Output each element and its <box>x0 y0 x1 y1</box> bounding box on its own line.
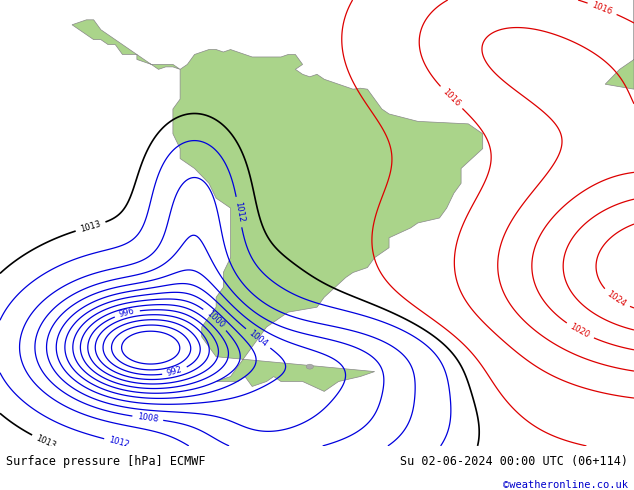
Text: 1008: 1008 <box>137 413 159 424</box>
Text: 1012: 1012 <box>233 201 245 223</box>
Text: Su 02-06-2024 00:00 UTC (06+114): Su 02-06-2024 00:00 UTC (06+114) <box>399 455 628 468</box>
Text: 1024: 1024 <box>605 289 628 309</box>
Text: 1016: 1016 <box>441 87 462 108</box>
Polygon shape <box>173 49 482 392</box>
Text: 1013: 1013 <box>35 434 58 450</box>
Text: 1012: 1012 <box>108 436 131 450</box>
Text: 996: 996 <box>119 307 136 319</box>
Text: 1013: 1013 <box>79 219 102 234</box>
Text: 1000: 1000 <box>204 309 226 330</box>
Text: 1020: 1020 <box>569 322 592 340</box>
Text: 992: 992 <box>166 365 184 378</box>
Polygon shape <box>72 20 180 70</box>
Text: 1016: 1016 <box>591 0 614 17</box>
Text: 1004: 1004 <box>247 329 269 348</box>
Text: Surface pressure [hPa] ECMWF: Surface pressure [hPa] ECMWF <box>6 455 206 468</box>
Circle shape <box>306 364 313 369</box>
Polygon shape <box>605 0 634 89</box>
Text: ©weatheronline.co.uk: ©weatheronline.co.uk <box>503 480 628 490</box>
